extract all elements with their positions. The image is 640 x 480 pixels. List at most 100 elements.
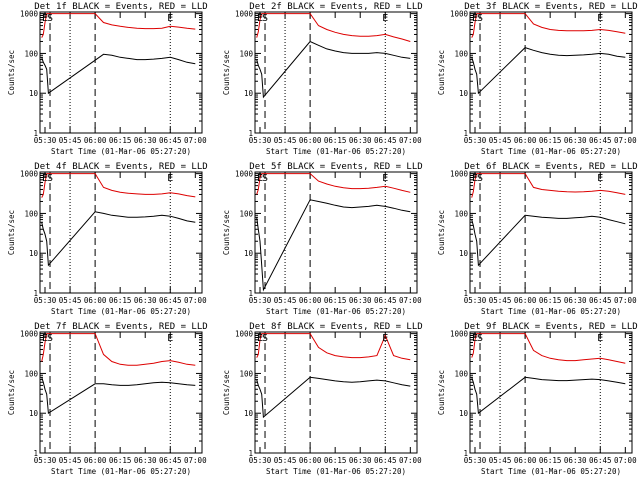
plot-frame [254, 331, 418, 454]
event-marker: S [477, 333, 483, 344]
x-tick-label: 05:45 [274, 456, 297, 465]
series-lld-line [41, 173, 196, 198]
x-tick-label: 05:30 [249, 456, 272, 465]
y-axis-label: Counts/sec [222, 370, 231, 415]
x-tick-label: 06:30 [349, 136, 372, 145]
panel-title: Det 1f BLACK = Events, RED = LLD [34, 2, 207, 12]
y-axis-label: Counts/sec [437, 370, 446, 415]
x-tick-label: 06:15 [539, 296, 562, 305]
y-tick-label: 10 [459, 409, 469, 418]
panel-det-3: Det 3f BLACK = Events, RED = LLD 1 10 100 10… [437, 2, 638, 156]
x-tick-label: 06:15 [109, 296, 132, 305]
x-axis-label: Start Time (01-Mar-06 05:27:20) [51, 307, 191, 316]
x-axis-label: Start Time (01-Mar-06 05:27:20) [266, 147, 406, 156]
x-tick-label: 05:45 [489, 456, 512, 465]
series-events-line [256, 376, 411, 419]
y-axis-label: Counts/sec [437, 210, 446, 255]
x-tick-label: 07:00 [614, 136, 637, 145]
series-lld-line [41, 333, 196, 366]
y-axis-label: Counts/sec [7, 210, 16, 255]
event-marker: E [597, 333, 603, 344]
event-marker: S [47, 333, 53, 344]
panel-det-5: Det 5f BLACK = Events, RED = LLD 1 10 100 10… [222, 162, 423, 316]
series-lld-line [41, 13, 196, 38]
event-marker: E [257, 13, 263, 24]
event-marker: E [167, 173, 173, 184]
y-tick-label: 1 [463, 129, 468, 138]
series-events-line [256, 199, 411, 292]
x-tick-label: 07:00 [614, 296, 637, 305]
x-axis-label: Start Time (01-Mar-06 05:27:20) [481, 147, 621, 156]
panel-det-1: Det 1f BLACK = Events, RED = LLD 1 10 100 10… [7, 2, 208, 156]
y-tick-label: 100 [239, 49, 253, 58]
y-tick-label: 1000 [20, 10, 39, 19]
y-tick-label: 100 [454, 209, 468, 218]
y-tick-label: 100 [239, 369, 253, 378]
panel-title: Det 5f BLACK = Events, RED = LLD [249, 162, 422, 172]
plot-frame [39, 331, 203, 454]
x-tick-label: 06:00 [84, 136, 107, 145]
y-tick-label: 1000 [450, 170, 469, 179]
x-tick-label: 05:45 [274, 136, 297, 145]
event-marker: E [257, 333, 263, 344]
x-tick-label: 06:45 [159, 456, 182, 465]
x-tick-label: 07:00 [614, 456, 637, 465]
y-tick-label: 1000 [20, 170, 39, 179]
event-marker: E [167, 333, 173, 344]
series-events-line [41, 211, 196, 267]
x-tick-label: 07:00 [399, 136, 422, 145]
y-tick-label: 1 [33, 449, 38, 458]
x-tick-label: 05:30 [34, 296, 57, 305]
x-tick-label: 06:45 [589, 456, 612, 465]
y-tick-label: 10 [29, 409, 39, 418]
event-marker: E [472, 333, 478, 344]
x-tick-label: 05:30 [464, 296, 487, 305]
x-axis-label: Start Time (01-Mar-06 05:27:20) [481, 467, 621, 476]
x-tick-label: 05:45 [274, 296, 297, 305]
y-tick-label: 1000 [20, 330, 39, 339]
x-tick-label: 06:45 [159, 136, 182, 145]
x-axis-label: Start Time (01-Mar-06 05:27:20) [266, 467, 406, 476]
y-tick-label: 1 [248, 129, 253, 138]
x-tick-label: 06:45 [374, 456, 397, 465]
y-tick-label: 100 [239, 209, 253, 218]
series-lld-line [256, 173, 411, 195]
x-tick-label: 06:00 [514, 456, 537, 465]
y-tick-label: 1000 [235, 170, 254, 179]
x-tick-label: 06:00 [514, 136, 537, 145]
y-tick-label: 100 [454, 49, 468, 58]
x-tick-label: 06:30 [134, 296, 157, 305]
x-axis-label: Start Time (01-Mar-06 05:27:20) [266, 307, 406, 316]
y-tick-label: 1 [33, 289, 38, 298]
plot-frame [469, 331, 633, 454]
event-marker: S [262, 333, 268, 344]
y-tick-label: 100 [24, 49, 38, 58]
series-lld-line [471, 333, 626, 364]
x-tick-label: 05:45 [489, 136, 512, 145]
x-tick-label: 05:30 [249, 296, 272, 305]
series-events-line [41, 377, 196, 415]
event-marker: E [472, 13, 478, 24]
event-marker: S [477, 13, 483, 24]
plot-frame [469, 11, 633, 134]
y-tick-label: 100 [454, 369, 468, 378]
x-tick-label: 06:15 [539, 456, 562, 465]
panel-det-7: Det 7f BLACK = Events, RED = LLD 1 10 100 10… [7, 322, 208, 476]
panel-det-4: Det 4f BLACK = Events, RED = LLD 1 10 100 10… [7, 162, 208, 316]
x-tick-label: 06:45 [374, 296, 397, 305]
x-tick-label: 06:15 [324, 456, 347, 465]
y-tick-label: 10 [244, 249, 254, 258]
y-axis-label: Counts/sec [437, 50, 446, 95]
series-events-line [471, 47, 626, 95]
event-marker: S [47, 173, 53, 184]
y-tick-label: 1 [463, 449, 468, 458]
plot-frame [254, 11, 418, 134]
x-tick-label: 06:00 [84, 296, 107, 305]
series-events-line [256, 40, 411, 99]
y-tick-label: 1 [248, 289, 253, 298]
y-axis-label: Counts/sec [222, 50, 231, 95]
x-tick-label: 07:00 [399, 456, 422, 465]
event-marker: S [262, 13, 268, 24]
plot-frame [39, 171, 203, 294]
